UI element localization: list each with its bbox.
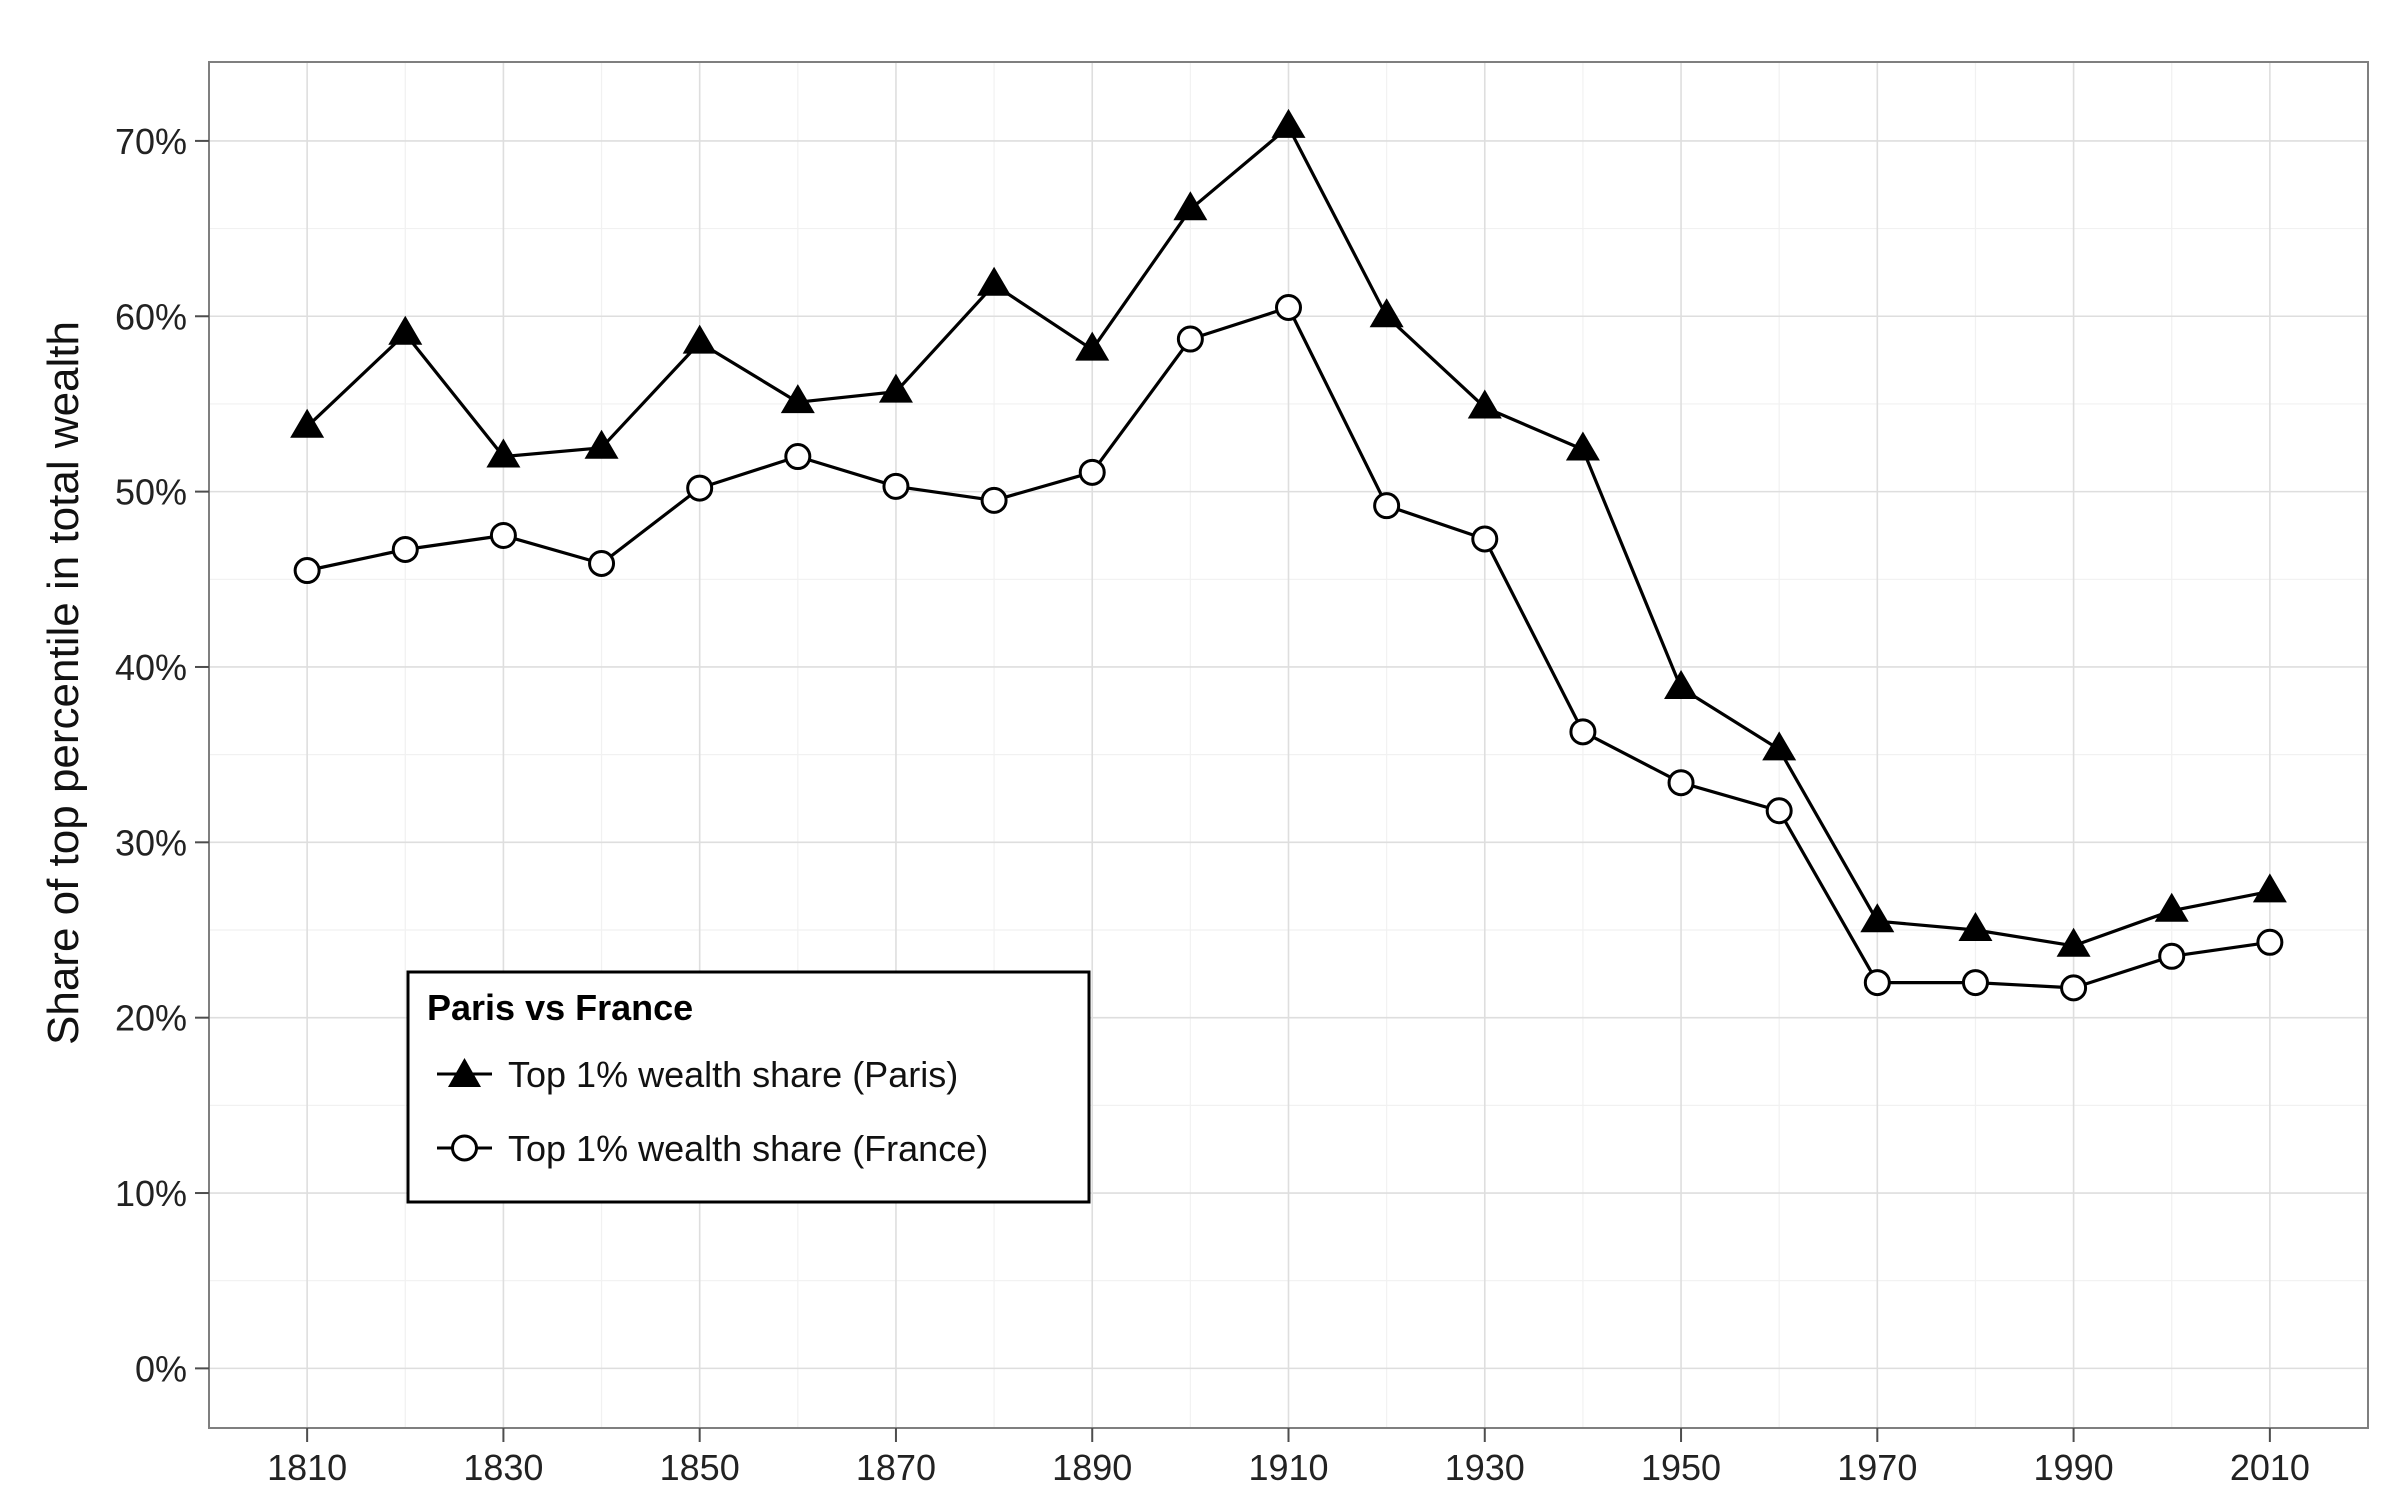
data-point-france xyxy=(1961,969,1989,997)
x-tick-label: 1910 xyxy=(1248,1447,1328,1488)
x-tick-label: 1830 xyxy=(463,1447,543,1488)
data-point-france xyxy=(1471,525,1499,553)
data-point-france xyxy=(980,486,1008,514)
data-point-paris xyxy=(780,384,815,414)
data-point-france xyxy=(2256,928,2284,956)
data-point-france xyxy=(2060,974,2088,1002)
data-point-paris xyxy=(1958,911,1993,941)
legend-triangle-marker-icon xyxy=(448,1058,481,1087)
data-point-paris xyxy=(977,266,1012,296)
data-point-paris xyxy=(2252,873,2287,903)
x-tick-label: 1810 xyxy=(267,1447,347,1488)
data-point-paris xyxy=(2056,927,2091,957)
y-tick-label: 40% xyxy=(115,647,187,688)
y-axis: 0% 10% 20% 30% 40% 50% 60% 70% xyxy=(115,121,209,1389)
data-point-paris xyxy=(1762,731,1797,761)
data-point-paris xyxy=(1565,431,1600,461)
x-tick-label: 1890 xyxy=(1052,1447,1132,1488)
x-tick-label: 1950 xyxy=(1641,1447,1721,1488)
data-point-france xyxy=(1078,458,1106,486)
data-point-france xyxy=(1667,769,1695,797)
legend-entry-france: Top 1% wealth share (France) xyxy=(437,1128,988,1169)
y-tick-label: 20% xyxy=(115,998,187,1039)
data-point-france xyxy=(1373,492,1401,520)
data-point-paris xyxy=(682,324,717,354)
plot-area xyxy=(208,61,2369,1429)
data-point-paris xyxy=(878,373,913,403)
data-point-paris xyxy=(1271,108,1306,138)
x-tick-label: 1990 xyxy=(2034,1447,2114,1488)
data-point-france xyxy=(293,557,321,585)
data-point-paris xyxy=(1075,331,1110,361)
data-point-france xyxy=(489,521,517,549)
legend: Paris vs France Top 1% wealth share (Par… xyxy=(406,970,1091,1204)
x-tick-label: 1970 xyxy=(1837,1447,1917,1488)
data-point-paris xyxy=(1860,903,1895,933)
data-point-france xyxy=(686,474,714,502)
y-tick-label: 0% xyxy=(135,1348,187,1389)
legend-label-france: Top 1% wealth share (France) xyxy=(508,1128,988,1169)
x-tick-label: 1930 xyxy=(1445,1447,1525,1488)
legend-entry-paris: Top 1% wealth share (Paris) xyxy=(437,1054,958,1095)
data-point-paris xyxy=(388,315,423,345)
data-point-paris xyxy=(584,429,619,459)
y-tick-label: 30% xyxy=(115,822,187,863)
x-tick-label: 2010 xyxy=(2230,1447,2310,1488)
data-point-paris xyxy=(1664,670,1699,700)
data-point-france xyxy=(2158,942,2186,970)
legend-title: Paris vs France xyxy=(427,987,693,1028)
data-point-france xyxy=(391,535,419,563)
legend-label-paris: Top 1% wealth share (Paris) xyxy=(508,1054,958,1095)
data-point-france xyxy=(784,443,812,471)
x-tick-label: 1870 xyxy=(856,1447,936,1488)
data-point-france xyxy=(882,472,910,500)
x-axis: 1810 1830 1850 1870 1890 1910 1930 1950 1970 1990… xyxy=(267,1428,2310,1488)
data-point-france xyxy=(1765,797,1793,825)
data-point-paris xyxy=(2154,892,2189,922)
y-tick-label: 60% xyxy=(115,296,187,337)
data-point-france xyxy=(1863,969,1891,997)
legend-box xyxy=(406,970,1091,1204)
data-point-paris xyxy=(1173,191,1208,221)
y-axis-title: Share of top percentile in total wealth xyxy=(39,321,88,1045)
y-tick-label: 70% xyxy=(115,121,187,162)
y-tick-label: 50% xyxy=(115,472,187,513)
data-point-paris xyxy=(1467,389,1502,419)
data-point-paris xyxy=(486,438,521,468)
data-point-france xyxy=(1176,325,1204,353)
legend-circle-marker-icon xyxy=(451,1134,478,1162)
x-tick-label: 1850 xyxy=(660,1447,740,1488)
data-point-france xyxy=(1275,293,1302,321)
data-point-paris xyxy=(1369,298,1404,328)
data-point-france xyxy=(588,550,616,578)
y-tick-label: 10% xyxy=(115,1173,187,1214)
data-point-paris xyxy=(290,408,325,438)
data-point-france xyxy=(1569,718,1597,746)
series-layer xyxy=(290,108,2287,1002)
